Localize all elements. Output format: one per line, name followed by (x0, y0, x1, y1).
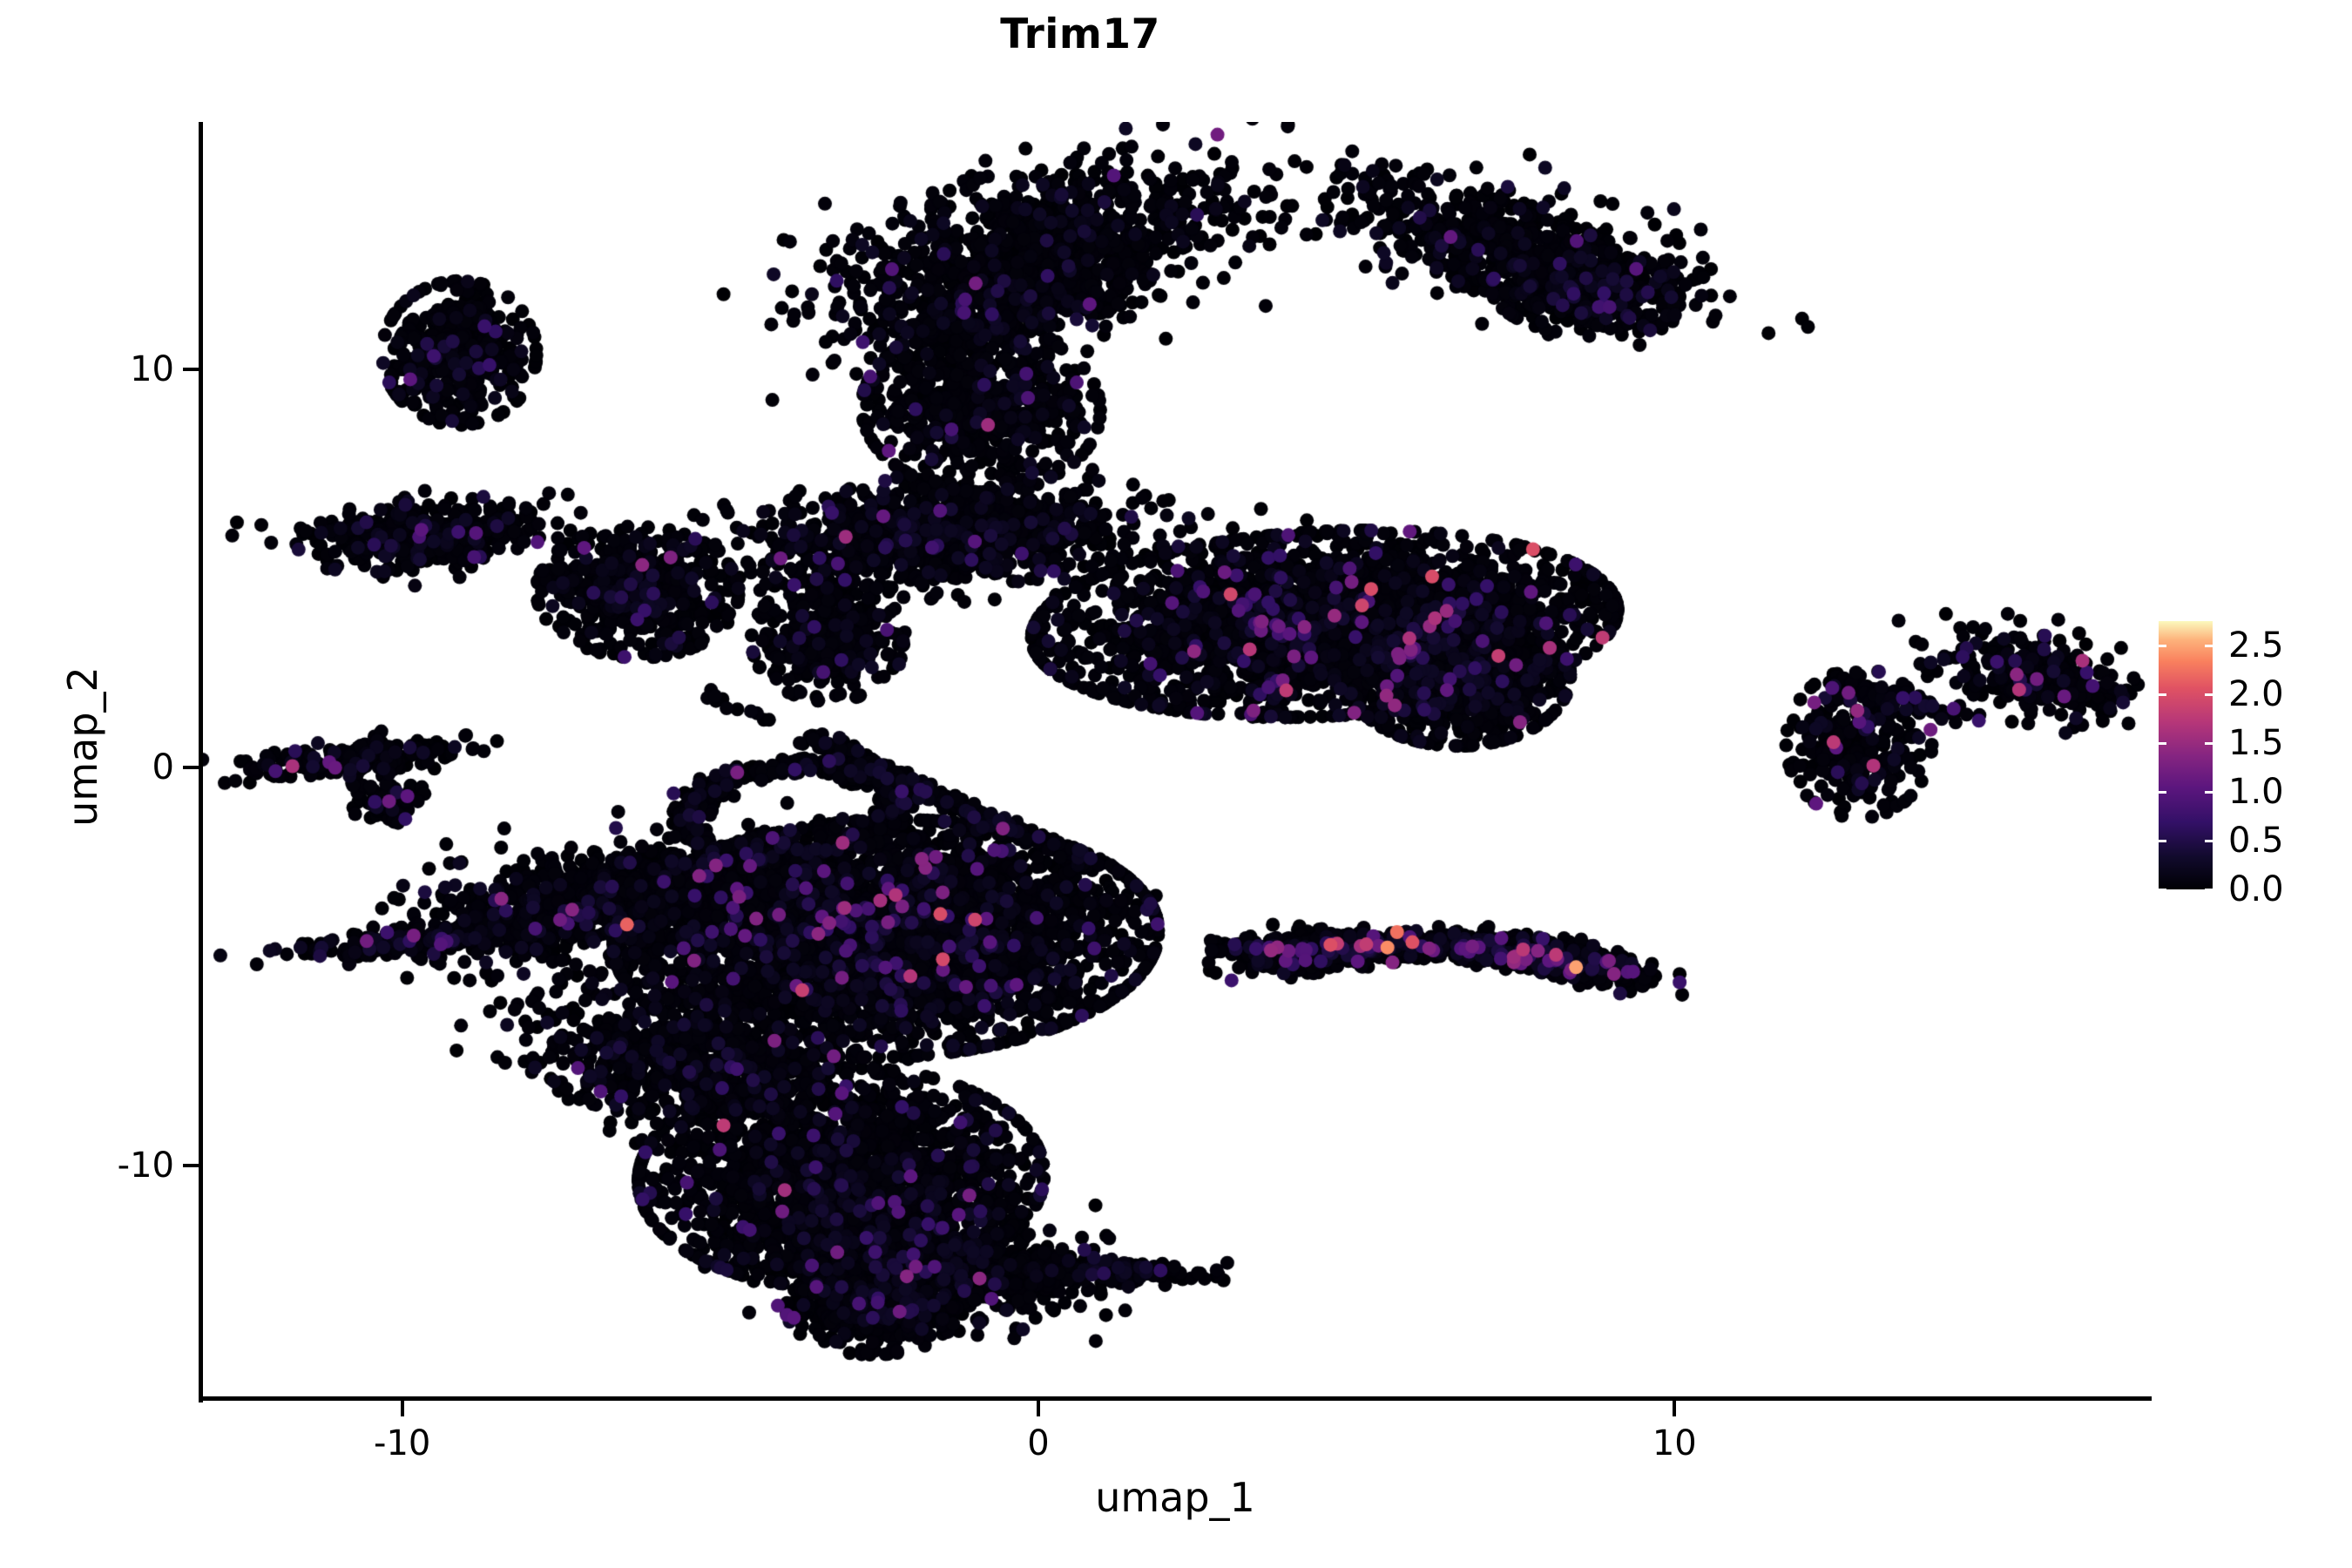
y-tick-label: -10 (117, 1146, 174, 1186)
x-axis-spine (199, 1396, 2152, 1401)
colorbar-tick-left (2159, 645, 2166, 647)
y-tick-mark (183, 765, 199, 769)
colorbar-tick-right (2205, 742, 2213, 745)
x-tick-label: 10 (1652, 1423, 1697, 1463)
y-tick-mark (183, 1164, 199, 1168)
colorbar-tick-label: 2.5 (2228, 625, 2284, 666)
colorbar-tick-left (2159, 889, 2166, 891)
colorbar-tick-label: 1.5 (2228, 723, 2284, 763)
y-tick-mark (183, 367, 199, 371)
colorbar-tick-right (2205, 791, 2213, 794)
colorbar-tick-left (2159, 742, 2166, 745)
colorbar-tick-right (2205, 889, 2213, 891)
colorbar-tick-left (2159, 693, 2166, 696)
x-tick-mark (400, 1401, 404, 1416)
x-tick-mark (1673, 1401, 1677, 1416)
y-axis-label: umap_2 (59, 666, 106, 827)
colorbar-tick-label: 0.5 (2228, 821, 2284, 861)
x-tick-label: -10 (374, 1423, 431, 1463)
y-axis-spine (199, 122, 203, 1402)
colorbar-tick-label: 0.0 (2228, 869, 2284, 909)
colorbar-tick-label: 2.0 (2228, 674, 2284, 714)
x-axis-label: umap_1 (1095, 1474, 1255, 1521)
x-tick-label: 0 (1027, 1423, 1050, 1463)
scatter-plot-canvas[interactable] (199, 122, 2152, 1401)
colorbar-tick-right (2205, 840, 2213, 842)
colorbar-tick-right (2205, 645, 2213, 647)
x-tick-mark (1036, 1401, 1040, 1416)
colorbar[interactable] (2159, 621, 2213, 889)
colorbar-tick-right (2205, 693, 2213, 696)
colorbar-gradient (2159, 621, 2213, 889)
colorbar-tick-left (2159, 840, 2166, 842)
colorbar-tick-label: 1.0 (2228, 772, 2284, 812)
y-tick-label: 0 (152, 747, 174, 787)
colorbar-tick-left (2159, 791, 2166, 794)
page-title: Trim17 (1000, 10, 1160, 58)
y-tick-label: 10 (130, 348, 174, 389)
